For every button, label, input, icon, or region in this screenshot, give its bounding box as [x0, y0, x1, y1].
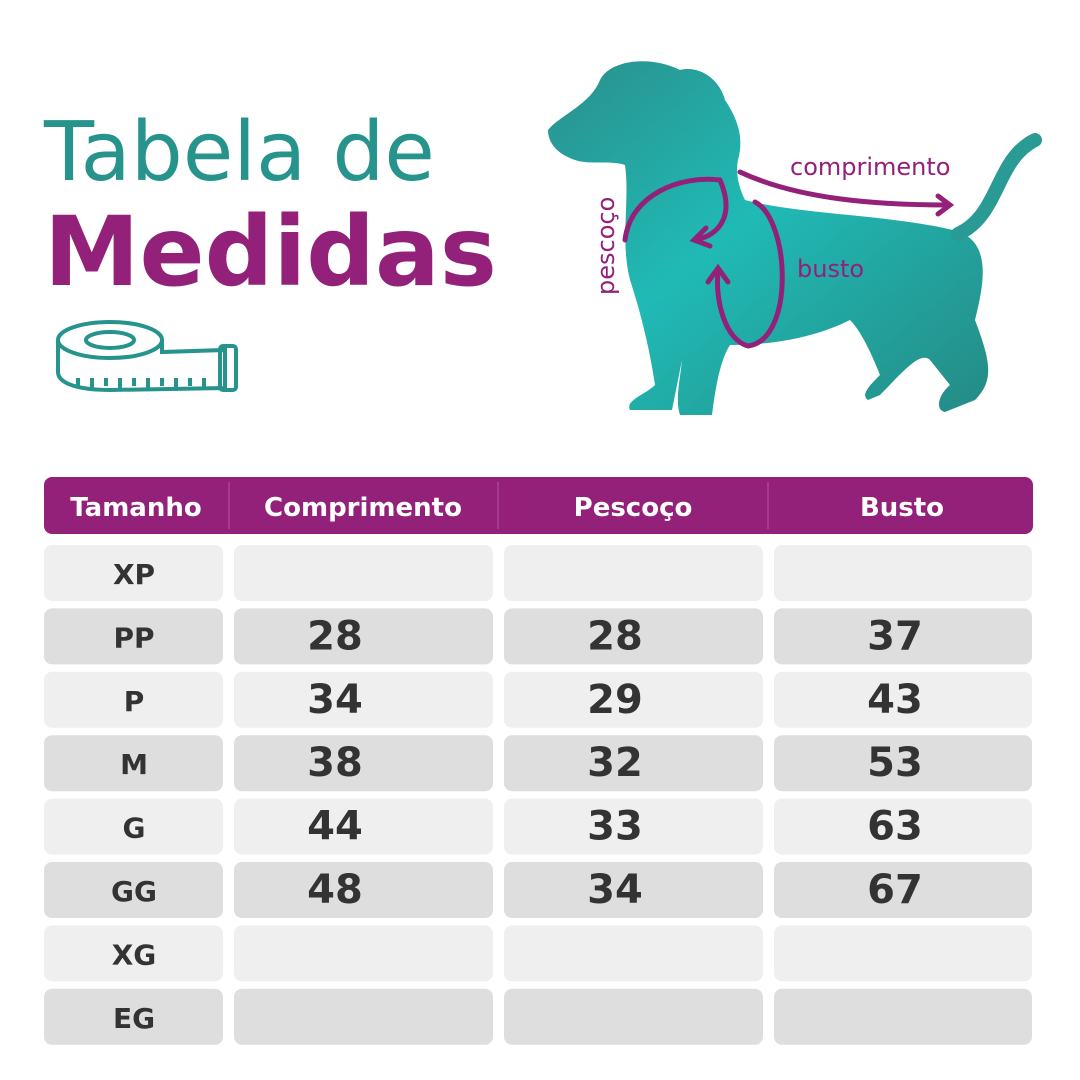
table-cell [234, 735, 493, 792]
size-label: M [120, 748, 148, 781]
size-table: Tamanho Comprimento Pescoço Busto XP PP 28 28 37… [44, 482, 1032, 1045]
measure-value: 28 [307, 613, 363, 659]
size-label: G [123, 812, 146, 845]
chest-label: busto [797, 255, 864, 283]
measure-value: 38 [307, 740, 363, 786]
measure-value: 34 [587, 867, 643, 913]
size-label: GG [111, 875, 157, 908]
table-cell [234, 798, 493, 855]
table-cell [774, 671, 1032, 728]
table-cell [234, 671, 493, 728]
table-cell [504, 988, 763, 1045]
table-cell [44, 925, 223, 982]
size-label: XG [112, 938, 157, 971]
table-cell [44, 608, 223, 665]
size-label: EG [113, 1002, 155, 1035]
column-header: Comprimento [264, 493, 462, 523]
table-cell [774, 798, 1032, 855]
measure-value: 28 [587, 613, 643, 659]
column-header: Tamanho [70, 493, 201, 523]
table-cell [774, 545, 1032, 601]
title-line1: Tabela de [43, 105, 435, 200]
measure-value: 33 [587, 804, 643, 850]
table-cell [774, 735, 1032, 792]
measure-value: 43 [867, 677, 923, 723]
title-line2: Medidas [44, 196, 497, 308]
table-cell [44, 545, 223, 601]
table-cell [234, 608, 493, 665]
measure-value: 48 [307, 867, 363, 913]
size-label: XP [113, 558, 155, 591]
table-cell [44, 862, 223, 918]
table-cell [504, 735, 763, 792]
measure-value: 53 [867, 740, 923, 786]
column-header: Pescoço [574, 493, 693, 523]
measure-value: 34 [307, 677, 363, 723]
measure-value: 37 [867, 613, 923, 659]
table-cell [504, 862, 763, 918]
table-cell [234, 988, 493, 1045]
length-label: comprimento [790, 153, 950, 181]
tape-measure-icon [56, 320, 238, 393]
table-cell [44, 735, 223, 792]
table-cell [44, 671, 223, 728]
table-cell [504, 798, 763, 855]
table-header-bar [44, 477, 1033, 534]
table-cell [234, 545, 493, 601]
table-cell [774, 988, 1032, 1045]
measure-value: 32 [587, 740, 643, 786]
size-label: PP [113, 621, 154, 654]
table-cell [774, 608, 1032, 665]
size-label: P [124, 685, 145, 718]
dog-illustration: comprimento busto pescoço [548, 61, 1042, 416]
table-cell [44, 988, 223, 1045]
table-cell [504, 671, 763, 728]
measure-value: 29 [587, 677, 643, 723]
table-cell [774, 925, 1032, 982]
neck-label: pescoço [592, 197, 620, 295]
table-cell [234, 862, 493, 918]
table-cell [504, 925, 763, 982]
table-cell [234, 925, 493, 982]
column-header: Busto [860, 493, 944, 523]
table-cell [44, 798, 223, 855]
measure-value: 63 [867, 804, 923, 850]
table-cell [504, 545, 763, 601]
measure-value: 67 [867, 867, 923, 913]
table-cell [504, 608, 763, 665]
measure-value: 44 [307, 804, 363, 850]
table-cell [774, 862, 1032, 918]
